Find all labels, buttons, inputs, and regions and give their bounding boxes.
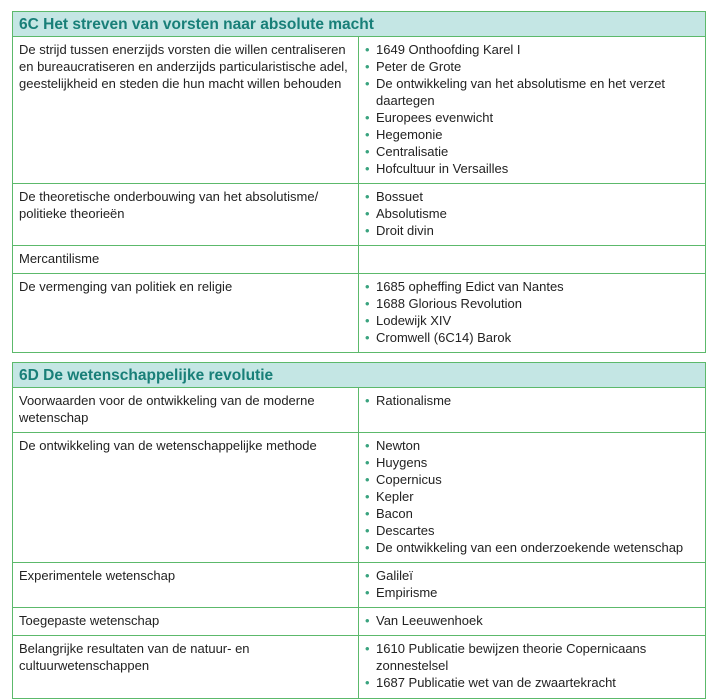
list-item: Van Leeuwenhoek — [365, 612, 699, 629]
list-item: Cromwell (6C14) Barok — [365, 329, 699, 346]
list-item: Kepler — [365, 488, 699, 505]
list-item: Galileï — [365, 567, 699, 584]
list-item: De ontwikkeling van het absolutisme en h… — [365, 75, 699, 109]
list-item: Bacon — [365, 505, 699, 522]
list-item: Huygens — [365, 454, 699, 471]
list-item: Hegemonie — [365, 126, 699, 143]
table-row: De vermenging van politiek en religie168… — [12, 273, 706, 353]
list-item: Europees evenwicht — [365, 109, 699, 126]
list-item: 1685 opheffing Edict van Nantes — [365, 278, 699, 295]
section-header-row: 6D De wetenschappelijke revolutie — [12, 362, 706, 388]
section-title: 6D De wetenschappelijke revolutie — [12, 362, 706, 388]
table-row: De theoretische onderbouwing van het abs… — [12, 183, 706, 246]
item-list: 1610 Publicatie bewijzen theorie Coperni… — [365, 640, 699, 691]
topic-cell: De theoretische onderbouwing van het abs… — [12, 183, 359, 246]
list-item: Copernicus — [365, 471, 699, 488]
table-row: Voorwaarden voor de ontwikkeling van de … — [12, 387, 706, 433]
items-cell: BossuetAbsolutismeDroit divin — [358, 183, 706, 246]
item-list: 1685 opheffing Edict van Nantes1688 Glor… — [365, 278, 699, 346]
items-cell: 1649 Onthoofding Karel IPeter de GroteDe… — [358, 36, 706, 184]
topic-cell: Experimentele wetenschap — [12, 562, 359, 608]
item-list: GalileïEmpirisme — [365, 567, 699, 601]
list-item: Absolutisme — [365, 205, 699, 222]
items-cell: Rationalisme — [358, 387, 706, 433]
topic-cell: De vermenging van politiek en religie — [12, 273, 359, 353]
table-row: Belangrijke resultaten van de natuur- en… — [12, 635, 706, 699]
topic-cell: Mercantilisme — [12, 245, 359, 274]
item-list: 1649 Onthoofding Karel IPeter de GroteDe… — [365, 41, 699, 177]
items-cell: 1685 opheffing Edict van Nantes1688 Glor… — [358, 273, 706, 353]
item-list: NewtonHuygensCopernicusKeplerBaconDescar… — [365, 437, 699, 556]
table-row: Experimentele wetenschapGalileïEmpirisme — [12, 562, 706, 608]
list-item: Newton — [365, 437, 699, 454]
list-item: Peter de Grote — [365, 58, 699, 75]
table-row: Toegepaste wetenschap Van Leeuwenhoek — [12, 607, 706, 636]
list-item: Droit divin — [365, 222, 699, 239]
list-item: 1610 Publicatie bewijzen theorie Coperni… — [365, 640, 699, 674]
table-row: De strijd tussen enerzijds vorsten die w… — [12, 36, 706, 184]
section-header-row: 6C Het streven van vorsten naar absolute… — [12, 11, 706, 37]
list-item: De ontwikkeling van een onderzoekende we… — [365, 539, 699, 556]
list-item: 1649 Onthoofding Karel I — [365, 41, 699, 58]
topic-cell: Voorwaarden voor de ontwikkeling van de … — [12, 387, 359, 433]
item-list: BossuetAbsolutismeDroit divin — [365, 188, 699, 239]
items-cell: NewtonHuygensCopernicusKeplerBaconDescar… — [358, 432, 706, 563]
items-cell — [358, 245, 706, 274]
list-item: Centralisatie — [365, 143, 699, 160]
items-cell: 1610 Publicatie bewijzen theorie Coperni… — [358, 635, 706, 699]
list-item: Lodewijk XIV — [365, 312, 699, 329]
items-cell: Van Leeuwenhoek — [358, 607, 706, 636]
table-row: Mercantilisme — [12, 245, 706, 274]
list-item: Descartes — [365, 522, 699, 539]
list-item: Empirisme — [365, 584, 699, 601]
topic-cell: De strijd tussen enerzijds vorsten die w… — [12, 36, 359, 184]
list-item: Hofcultuur in Versailles — [365, 160, 699, 177]
list-item: 1687 Publicatie wet van de zwaartekracht — [365, 674, 699, 691]
list-item: 1688 Glorious Revolution — [365, 295, 699, 312]
list-item: Rationalisme — [365, 392, 699, 409]
item-list: Rationalisme — [365, 392, 699, 409]
topic-cell: Toegepaste wetenschap — [12, 607, 359, 636]
section-title: 6C Het streven van vorsten naar absolute… — [12, 11, 706, 37]
list-item: Bossuet — [365, 188, 699, 205]
topic-cell: Belangrijke resultaten van de natuur- en… — [12, 635, 359, 699]
item-list: Van Leeuwenhoek — [365, 612, 699, 629]
section-table-6c: 6C Het streven van vorsten naar absolute… — [12, 11, 706, 353]
section-table-6d: 6D De wetenschappelijke revolutie Voorwaa… — [12, 362, 706, 699]
topic-cell: De ontwikkeling van de wetenschappelijke… — [12, 432, 359, 563]
items-cell: GalileïEmpirisme — [358, 562, 706, 608]
table-row: De ontwikkeling van de wetenschappelijke… — [12, 432, 706, 563]
